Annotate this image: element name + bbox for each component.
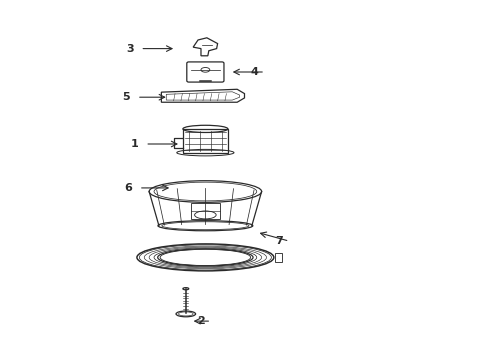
Text: 2: 2: [196, 316, 204, 326]
Text: 7: 7: [274, 236, 282, 246]
Text: 6: 6: [124, 183, 132, 193]
Text: 1: 1: [130, 139, 138, 149]
Text: 5: 5: [122, 92, 130, 102]
Text: 3: 3: [125, 44, 133, 54]
Text: 4: 4: [250, 67, 258, 77]
